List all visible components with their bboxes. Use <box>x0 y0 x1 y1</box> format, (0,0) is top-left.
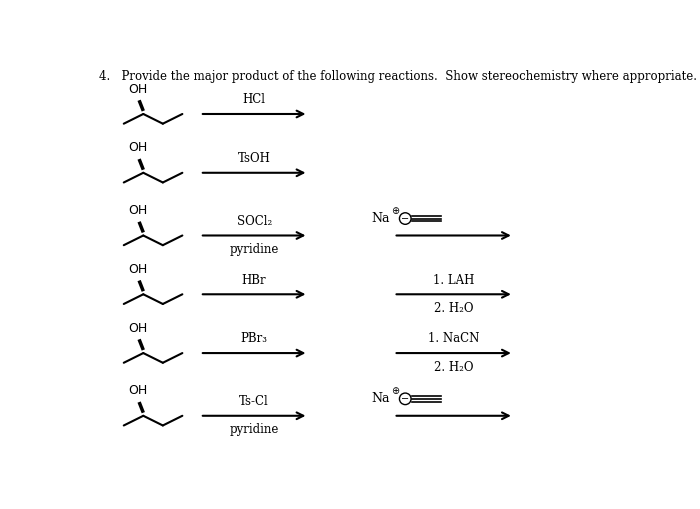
Text: OH: OH <box>128 322 147 335</box>
Text: −: − <box>401 394 410 404</box>
Text: 1. LAH: 1. LAH <box>433 273 475 287</box>
Text: OH: OH <box>128 263 147 276</box>
Text: PBr₃: PBr₃ <box>241 332 267 346</box>
Text: HCl: HCl <box>243 93 265 106</box>
Text: Ts-Cl: Ts-Cl <box>239 395 269 408</box>
Text: −: − <box>401 214 410 223</box>
Text: TsOH: TsOH <box>238 152 271 165</box>
Text: SOCl₂: SOCl₂ <box>237 215 272 228</box>
Text: 2. H₂O: 2. H₂O <box>434 302 473 315</box>
Text: 2. H₂O: 2. H₂O <box>434 361 473 374</box>
Text: Na: Na <box>371 212 390 225</box>
Text: OH: OH <box>128 204 147 217</box>
Text: Na: Na <box>371 392 390 405</box>
Text: pyridine: pyridine <box>230 423 279 437</box>
Text: 4.   Provide the major product of the following reactions.  Show stereochemistry: 4. Provide the major product of the foll… <box>99 70 697 83</box>
Text: OH: OH <box>128 384 147 398</box>
Text: HBr: HBr <box>241 273 267 287</box>
Text: OH: OH <box>128 142 147 154</box>
Text: ⊕: ⊕ <box>391 386 400 396</box>
Text: OH: OH <box>128 82 147 96</box>
Text: pyridine: pyridine <box>230 243 279 256</box>
Text: 1. NaCN: 1. NaCN <box>428 332 480 346</box>
Text: ⊕: ⊕ <box>391 206 400 216</box>
